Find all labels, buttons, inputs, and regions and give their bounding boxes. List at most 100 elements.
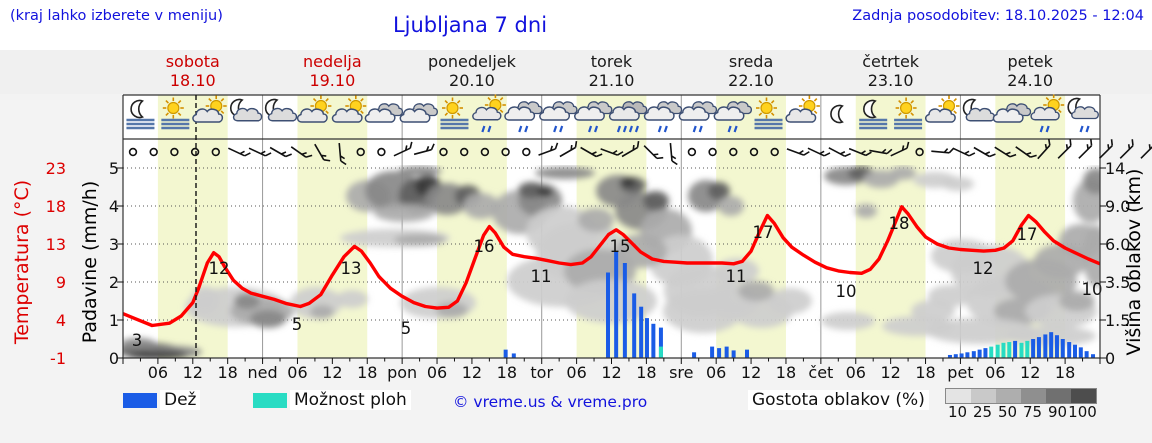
calm-wind-icon	[749, 147, 759, 157]
wind-barb-icon	[807, 147, 831, 157]
density-cell	[996, 389, 1021, 403]
precip-bar	[983, 348, 988, 358]
svg-text:06: 06	[566, 363, 586, 382]
copyright-link[interactable]: © vreme.us & vreme.pro	[453, 393, 648, 411]
svg-text:12: 12	[880, 363, 900, 382]
svg-text:12: 12	[601, 363, 621, 382]
svg-text:2: 2	[109, 273, 119, 292]
weather-icon	[1067, 97, 1099, 133]
svg-text:3.5: 3.5	[1105, 273, 1130, 292]
wind-barb-icon	[290, 146, 313, 158]
calm-wind-icon	[377, 147, 386, 157]
calm-wind-icon	[770, 147, 779, 157]
wind-barb-icon	[580, 146, 603, 158]
calm-wind-icon	[708, 147, 717, 157]
svg-text:13: 13	[341, 259, 362, 278]
wind-barb-icon	[1140, 139, 1152, 159]
time-axis-labels: 06 12 18 ned 06 12 18 pon 06 12 18 tor 06 12 18 sre 06 12…	[148, 363, 1076, 382]
svg-text:12: 12	[973, 259, 994, 278]
svg-text:tor: tor	[530, 363, 553, 382]
day-header-petek: petek 24.10	[960, 52, 1100, 92]
svg-text:4: 4	[56, 311, 66, 330]
svg-text:12: 12	[322, 363, 342, 382]
svg-text:18: 18	[776, 363, 796, 382]
svg-text:5: 5	[401, 319, 412, 338]
wind-barb-icon	[786, 148, 810, 156]
precip-bar	[1007, 342, 1012, 358]
calm-wind-icon	[170, 147, 179, 157]
svg-text:18: 18	[217, 363, 237, 382]
precip-bar	[953, 354, 958, 358]
wind-barb-icon	[828, 147, 851, 157]
precip-bar	[1025, 340, 1030, 358]
precip-bar	[651, 323, 656, 358]
location-hint: (kraj lahko izberete v meniju)	[10, 8, 223, 24]
wind-barb-icon	[1057, 139, 1072, 159]
weather-icon	[364, 103, 404, 123]
day-date: 22.10	[728, 71, 774, 90]
wind-barb-icon	[228, 147, 251, 157]
wind-barb-icon	[973, 146, 996, 158]
calm-wind-icon	[687, 147, 697, 157]
daylight-band	[297, 95, 368, 358]
precip-bar	[1054, 335, 1059, 358]
svg-text:12: 12	[1020, 363, 1040, 382]
day-name: torek	[590, 52, 633, 71]
weather-icon	[504, 101, 543, 133]
weather-icon	[830, 104, 844, 124]
weather-icon	[859, 99, 888, 130]
precip-bar	[658, 327, 663, 358]
density-tick-label: 25	[972, 403, 993, 421]
precip-bar	[989, 346, 994, 358]
wind-barb-icon	[848, 147, 872, 157]
day-name: sreda	[728, 52, 774, 71]
svg-text:pet: pet	[947, 363, 973, 382]
day-date: 20.10	[449, 71, 495, 90]
weather-icons-row	[126, 94, 1099, 133]
precip-bar	[1091, 354, 1096, 358]
svg-text:12: 12	[462, 363, 482, 382]
svg-text:18: 18	[1055, 363, 1075, 382]
precip-bar	[503, 349, 508, 358]
wind-barb-icon	[248, 147, 272, 157]
rain-legend-swatch	[123, 393, 157, 408]
weather-icon	[894, 97, 923, 130]
wind-barb-icon	[669, 142, 678, 166]
temp-tick-labels: 23 18 13 9 4 -1	[46, 159, 66, 368]
calm-wind-icon	[439, 147, 448, 157]
weather-icon	[440, 97, 469, 130]
shower-legend-swatch	[253, 393, 287, 408]
svg-text:06: 06	[148, 363, 168, 382]
weather-icon	[399, 103, 438, 123]
calm-wind-icon	[190, 147, 200, 157]
last-update-text: Zadnja posodobitev: 18.10.2025 - 12:04	[852, 8, 1144, 24]
precip-bar	[1001, 342, 1006, 358]
wind-barb-icon	[1078, 139, 1093, 159]
svg-text:10: 10	[836, 282, 857, 301]
weather-icon	[713, 101, 753, 133]
weather-icon	[539, 101, 578, 133]
weather-icon	[331, 95, 367, 123]
svg-text:5: 5	[109, 159, 119, 178]
weather-icon	[472, 94, 506, 133]
day-header-band	[0, 50, 1152, 94]
temperature-labels: 3 12 5 13 5 16 11 15 11 17 10 18 12 17 10	[132, 214, 1103, 350]
svg-text:15: 15	[610, 237, 631, 256]
wind-barb-icon	[393, 141, 413, 157]
svg-text:čet: čet	[808, 363, 833, 382]
weather-icon	[962, 98, 996, 122]
page-title: Ljubljana 7 dni	[392, 13, 548, 37]
cloud-density-scale	[945, 388, 1097, 404]
calm-wind-icon	[501, 147, 510, 157]
svg-text:11: 11	[531, 267, 552, 286]
day-name: petek	[1007, 52, 1053, 71]
calm-wind-icon	[460, 147, 469, 157]
precip-bar	[1031, 339, 1036, 358]
wind-barb-icon	[600, 148, 624, 156]
svg-text:0: 0	[109, 349, 119, 368]
precip-bar	[724, 346, 729, 358]
precip-bar	[971, 351, 976, 358]
precip-bar	[745, 349, 750, 358]
day-name: ponedeljek	[427, 52, 516, 71]
